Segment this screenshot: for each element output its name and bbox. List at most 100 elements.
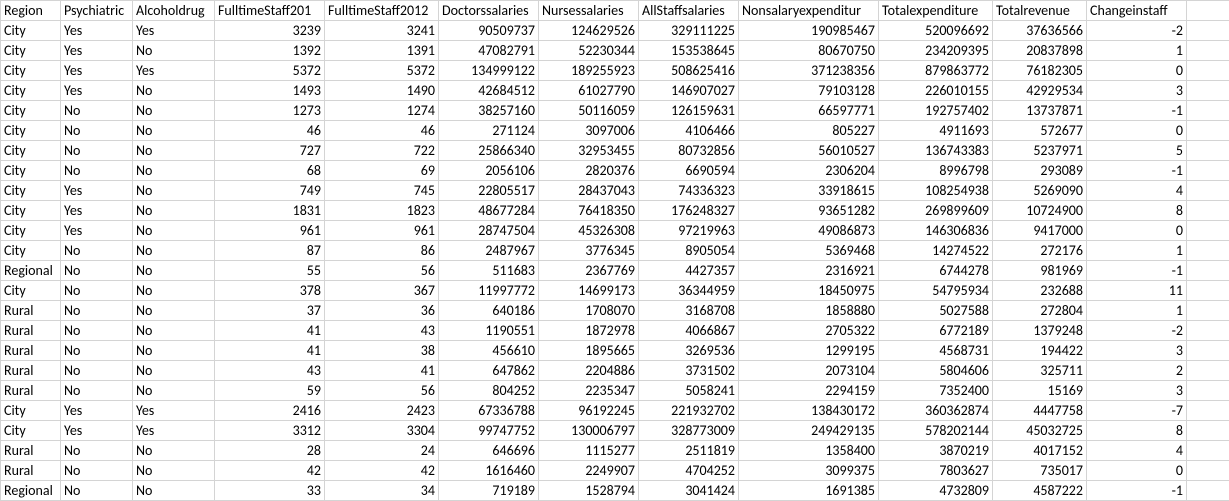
cell-FulltimeStaff2012[interactable]: 24 [325, 441, 439, 461]
cell-AllStaffsalaries[interactable]: 74336323 [639, 181, 739, 201]
cell-blank[interactable] [1187, 361, 1229, 381]
cell-Psychiatric[interactable]: Yes [61, 201, 133, 221]
cell-Nursessalaries[interactable]: 45326308 [539, 221, 639, 241]
cell-Alcoholdrug[interactable]: No [133, 461, 215, 481]
cell-Nursessalaries[interactable]: 1528794 [539, 481, 639, 501]
cell-Region[interactable]: City [1, 241, 61, 261]
cell-blank[interactable] [1187, 181, 1229, 201]
cell-Totalexpenditure[interactable]: 7803627 [879, 461, 993, 481]
cell-blank[interactable] [1187, 401, 1229, 421]
cell-FulltimeStaff2012[interactable]: 1490 [325, 81, 439, 101]
cell-FulltimeStaff2012[interactable]: 1391 [325, 41, 439, 61]
cell-Changeinstaff[interactable]: 1 [1087, 241, 1187, 261]
col-header-Nursessalaries[interactable]: Nursessalaries [539, 1, 639, 21]
cell-FulltimeStaff2012[interactable]: 46 [325, 121, 439, 141]
cell-Totalrevenue[interactable]: 13737871 [993, 101, 1087, 121]
cell-Region[interactable]: Regional [1, 481, 61, 501]
cell-Totalexpenditure[interactable]: 3870219 [879, 441, 993, 461]
cell-Nursessalaries[interactable]: 52230344 [539, 41, 639, 61]
cell-Psychiatric[interactable]: No [61, 381, 133, 401]
cell-Psychiatric[interactable]: No [61, 321, 133, 341]
cell-Psychiatric[interactable]: No [61, 341, 133, 361]
cell-Region[interactable]: Regional [1, 261, 61, 281]
cell-Changeinstaff[interactable]: 8 [1087, 421, 1187, 441]
cell-Changeinstaff[interactable]: 0 [1087, 461, 1187, 481]
cell-Region[interactable]: Rural [1, 461, 61, 481]
cell-Doctorssalaries[interactable]: 47082791 [439, 41, 539, 61]
cell-Alcoholdrug[interactable]: No [133, 221, 215, 241]
cell-Doctorssalaries[interactable]: 640186 [439, 301, 539, 321]
cell-Nursessalaries[interactable]: 61027790 [539, 81, 639, 101]
cell-blank[interactable] [1187, 461, 1229, 481]
cell-Changeinstaff[interactable]: -1 [1087, 101, 1187, 121]
cell-Alcoholdrug[interactable]: No [133, 141, 215, 161]
cell-Doctorssalaries[interactable]: 271124 [439, 121, 539, 141]
cell-AllStaffsalaries[interactable]: 328773009 [639, 421, 739, 441]
cell-FulltimeStaff2012[interactable]: 86 [325, 241, 439, 261]
cell-Changeinstaff[interactable]: 4 [1087, 441, 1187, 461]
cell-Region[interactable]: Rural [1, 301, 61, 321]
cell-FulltimeStaff2012[interactable]: 367 [325, 281, 439, 301]
cell-Totalexpenditure[interactable]: 578202144 [879, 421, 993, 441]
cell-blank[interactable] [1187, 101, 1229, 121]
cell-Totalexpenditure[interactable]: 4732809 [879, 481, 993, 501]
cell-FulltimeStaff2012[interactable]: 1823 [325, 201, 439, 221]
cell-Alcoholdrug[interactable]: Yes [133, 421, 215, 441]
cell-Nursessalaries[interactable]: 2367769 [539, 261, 639, 281]
cell-Psychiatric[interactable]: No [61, 361, 133, 381]
cell-AllStaffsalaries[interactable]: 97219963 [639, 221, 739, 241]
cell-Alcoholdrug[interactable]: No [133, 481, 215, 501]
cell-FulltimeStaff2012[interactable]: 69 [325, 161, 439, 181]
cell-Changeinstaff[interactable]: 3 [1087, 81, 1187, 101]
cell-FulltimeStaff2012[interactable]: 961 [325, 221, 439, 241]
cell-AllStaffsalaries[interactable]: 8905054 [639, 241, 739, 261]
cell-Nonsalaryexpenditure[interactable]: 249429135 [739, 421, 879, 441]
cell-Totalexpenditure[interactable]: 269899609 [879, 201, 993, 221]
cell-Psychiatric[interactable]: Yes [61, 401, 133, 421]
cell-Nursessalaries[interactable]: 96192245 [539, 401, 639, 421]
cell-Doctorssalaries[interactable]: 134999122 [439, 61, 539, 81]
cell-FulltimeStaff2012[interactable]: 34 [325, 481, 439, 501]
cell-Psychiatric[interactable]: No [61, 281, 133, 301]
cell-Psychiatric[interactable]: No [61, 121, 133, 141]
cell-Totalexpenditure[interactable]: 192757402 [879, 101, 993, 121]
cell-Psychiatric[interactable]: Yes [61, 181, 133, 201]
cell-Nursessalaries[interactable]: 32953455 [539, 141, 639, 161]
col-header-Nonsalaryexpenditure[interactable]: Nonsalaryexpenditur [739, 1, 879, 21]
cell-FulltimeStaff2011[interactable]: 46 [215, 121, 325, 141]
cell-Totalrevenue[interactable]: 5269090 [993, 181, 1087, 201]
cell-Totalrevenue[interactable]: 572677 [993, 121, 1087, 141]
cell-Nonsalaryexpenditure[interactable]: 18450975 [739, 281, 879, 301]
cell-FulltimeStaff2012[interactable]: 1274 [325, 101, 439, 121]
cell-Totalrevenue[interactable]: 15169 [993, 381, 1087, 401]
cell-FulltimeStaff2012[interactable]: 722 [325, 141, 439, 161]
cell-Psychiatric[interactable]: No [61, 141, 133, 161]
cell-Changeinstaff[interactable]: -1 [1087, 481, 1187, 501]
cell-Totalrevenue[interactable]: 4017152 [993, 441, 1087, 461]
cell-Doctorssalaries[interactable]: 90509737 [439, 21, 539, 41]
cell-Psychiatric[interactable]: Yes [61, 61, 133, 81]
cell-Totalrevenue[interactable]: 37636566 [993, 21, 1087, 41]
cell-Totalrevenue[interactable]: 42929534 [993, 81, 1087, 101]
cell-FulltimeStaff2011[interactable]: 749 [215, 181, 325, 201]
cell-blank[interactable] [1187, 261, 1229, 281]
cell-FulltimeStaff2011[interactable]: 33 [215, 481, 325, 501]
cell-Nursessalaries[interactable]: 3097006 [539, 121, 639, 141]
cell-Region[interactable]: City [1, 21, 61, 41]
cell-AllStaffsalaries[interactable]: 153538645 [639, 41, 739, 61]
cell-Changeinstaff[interactable]: 3 [1087, 341, 1187, 361]
cell-FulltimeStaff2011[interactable]: 378 [215, 281, 325, 301]
cell-blank[interactable] [1187, 61, 1229, 81]
cell-blank[interactable] [1187, 21, 1229, 41]
cell-AllStaffsalaries[interactable]: 4066867 [639, 321, 739, 341]
cell-Totalrevenue[interactable]: 194422 [993, 341, 1087, 361]
cell-FulltimeStaff2011[interactable]: 68 [215, 161, 325, 181]
cell-Changeinstaff[interactable]: 11 [1087, 281, 1187, 301]
cell-Region[interactable]: City [1, 61, 61, 81]
cell-Nonsalaryexpenditure[interactable]: 805227 [739, 121, 879, 141]
cell-FulltimeStaff2011[interactable]: 59 [215, 381, 325, 401]
col-header-FulltimeStaff2011[interactable]: FulltimeStaff201 [215, 1, 325, 21]
cell-Alcoholdrug[interactable]: Yes [133, 401, 215, 421]
cell-FulltimeStaff2012[interactable]: 5372 [325, 61, 439, 81]
cell-blank[interactable] [1187, 141, 1229, 161]
